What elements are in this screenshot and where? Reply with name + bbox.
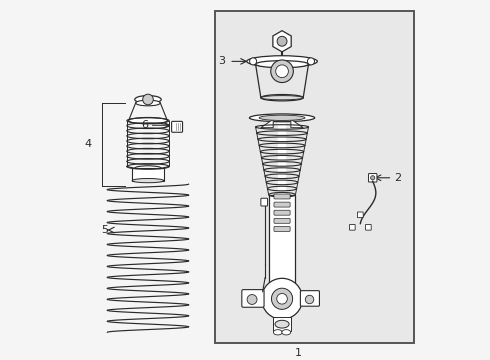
Bar xyxy=(215,11,415,343)
Ellipse shape xyxy=(282,330,291,335)
Circle shape xyxy=(262,278,302,319)
FancyBboxPatch shape xyxy=(274,194,290,199)
FancyBboxPatch shape xyxy=(274,226,290,231)
Circle shape xyxy=(305,295,314,304)
Ellipse shape xyxy=(259,115,305,121)
Circle shape xyxy=(276,65,289,78)
FancyBboxPatch shape xyxy=(358,212,363,218)
Text: 5: 5 xyxy=(101,225,108,235)
FancyBboxPatch shape xyxy=(274,202,290,207)
FancyBboxPatch shape xyxy=(274,219,290,223)
Ellipse shape xyxy=(256,61,309,68)
Bar xyxy=(132,168,164,181)
Ellipse shape xyxy=(249,114,315,122)
FancyBboxPatch shape xyxy=(349,225,355,230)
Circle shape xyxy=(307,58,315,65)
Circle shape xyxy=(271,60,294,82)
Ellipse shape xyxy=(128,117,168,124)
Circle shape xyxy=(247,294,257,305)
Ellipse shape xyxy=(247,56,318,67)
Text: 4: 4 xyxy=(84,139,92,149)
Text: 3: 3 xyxy=(219,57,225,66)
Ellipse shape xyxy=(132,179,164,183)
Circle shape xyxy=(277,293,287,304)
Ellipse shape xyxy=(136,100,160,106)
FancyBboxPatch shape xyxy=(242,289,264,307)
FancyBboxPatch shape xyxy=(300,291,319,306)
Text: 2: 2 xyxy=(394,173,401,183)
FancyBboxPatch shape xyxy=(366,225,371,230)
Circle shape xyxy=(143,94,153,105)
Text: 6: 6 xyxy=(141,120,148,130)
FancyBboxPatch shape xyxy=(172,121,183,132)
Ellipse shape xyxy=(261,96,303,100)
Text: 1: 1 xyxy=(295,348,302,358)
Ellipse shape xyxy=(275,320,289,328)
Circle shape xyxy=(277,36,287,46)
FancyBboxPatch shape xyxy=(274,210,290,215)
Ellipse shape xyxy=(273,330,282,335)
Polygon shape xyxy=(291,119,303,128)
Ellipse shape xyxy=(135,166,161,171)
Bar xyxy=(269,195,295,285)
Polygon shape xyxy=(261,119,273,128)
Circle shape xyxy=(271,288,293,309)
Ellipse shape xyxy=(135,96,161,103)
FancyBboxPatch shape xyxy=(368,174,377,182)
Circle shape xyxy=(370,176,375,180)
Bar xyxy=(273,317,291,330)
Polygon shape xyxy=(273,31,291,52)
Ellipse shape xyxy=(261,95,303,101)
Circle shape xyxy=(249,58,257,65)
FancyBboxPatch shape xyxy=(261,198,268,206)
